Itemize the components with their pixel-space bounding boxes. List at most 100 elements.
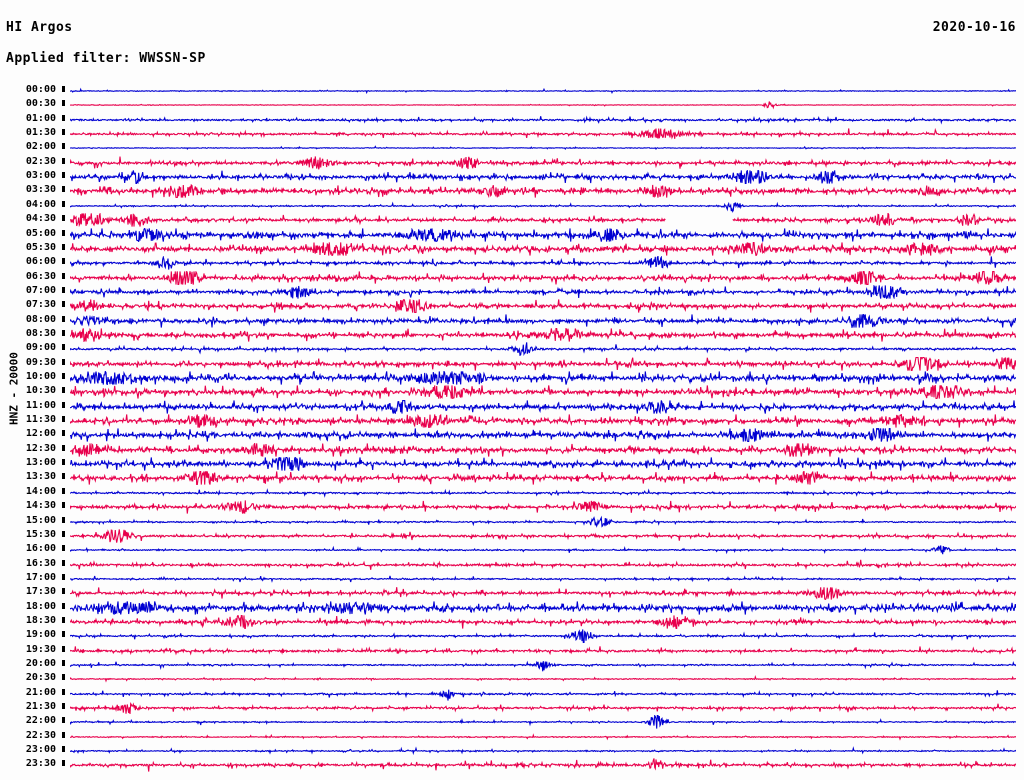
trace-waveform (70, 170, 1016, 185)
trace-row: 15:00 (0, 515, 1024, 529)
trace-row-tick (62, 616, 65, 623)
trace-row: 08:00 (0, 313, 1024, 328)
trace-waveform (70, 356, 1016, 371)
helicorder-plot: 00:00 00:30 01:00 01:30 02:00 02:30 03:00 03:30… (0, 84, 1024, 774)
trace-row: 01:30 (0, 127, 1024, 141)
trace-time-label: 18:30 (25, 614, 56, 626)
trace-time-label: 17:00 (25, 571, 56, 583)
trace-row: 01:00 (0, 113, 1024, 127)
trace-waveform (70, 660, 1016, 672)
trace-row-tick (62, 344, 65, 351)
trace-time-label: 16:00 (25, 543, 56, 555)
trace-row-tick (62, 717, 65, 724)
trace-row: 13:00 (0, 457, 1024, 472)
trace-time-label: 06:00 (25, 256, 56, 268)
trace-time-label: 09:00 (25, 342, 56, 354)
trace-row: 09:30 (0, 356, 1024, 371)
trace-row: 20:00 (0, 658, 1024, 672)
trace-waveform (70, 399, 1016, 414)
trace-time-label: 14:30 (25, 500, 56, 512)
trace-time-label: 09:30 (25, 356, 56, 368)
trace-waveform (70, 428, 1016, 443)
trace-time-label: 03:30 (25, 184, 56, 196)
trace-row: 11:00 (0, 399, 1024, 414)
trace-waveform (70, 559, 1016, 570)
trace-row-tick (62, 315, 65, 322)
trace-row: 22:30 (0, 730, 1024, 744)
trace-row-tick (62, 573, 65, 580)
trace-time-label: 11:30 (25, 414, 56, 426)
trace-waveform (70, 284, 1016, 299)
trace-waveform (70, 313, 1016, 328)
trace-row-tick (62, 688, 65, 695)
trace-row-tick (62, 387, 65, 394)
trace-row: 12:00 (0, 428, 1024, 443)
trace-row-tick (62, 645, 65, 652)
trace-row-tick (62, 674, 65, 681)
trace-row-tick (62, 559, 65, 566)
trace-waveform (70, 457, 1016, 472)
trace-waveform (70, 689, 1016, 701)
trace-waveform (70, 256, 1016, 270)
trace-row-tick (62, 760, 65, 767)
trace-time-label: 10:30 (25, 385, 56, 397)
trace-waveform (70, 715, 1016, 730)
trace-row-tick (62, 444, 65, 451)
trace-row-tick (62, 416, 65, 423)
trace-row: 10:30 (0, 385, 1024, 400)
trace-row: 04:00 (0, 199, 1024, 213)
trace-waveform (70, 746, 1016, 756)
trace-row: 15:30 (0, 529, 1024, 543)
trace-row: 18:00 (0, 601, 1024, 615)
trace-row-tick (62, 286, 65, 293)
trace-row-tick (62, 157, 65, 164)
trace-row: 04:30 (0, 213, 1024, 228)
trace-waveform (70, 701, 1016, 715)
trace-row: 19:30 (0, 644, 1024, 658)
trace-waveform (70, 575, 1016, 583)
trace-row: 11:30 (0, 414, 1024, 429)
trace-time-label: 15:00 (25, 514, 56, 526)
trace-row: 00:30 (0, 98, 1024, 112)
trace-row-tick (62, 329, 65, 336)
trace-waveform (70, 371, 1016, 385)
trace-row: 21:00 (0, 687, 1024, 701)
trace-row-tick (62, 129, 65, 136)
trace-row: 06:30 (0, 270, 1024, 285)
trace-row: 07:30 (0, 299, 1024, 314)
trace-time-label: 13:30 (25, 471, 56, 483)
trace-row: 03:30 (0, 184, 1024, 199)
trace-row-tick (62, 143, 65, 150)
trace-row-tick (62, 545, 65, 552)
trace-row: 18:30 (0, 614, 1024, 629)
trace-row: 13:30 (0, 471, 1024, 486)
trace-waveform (70, 342, 1016, 357)
trace-row: 19:00 (0, 629, 1024, 644)
trace-time-label: 10:00 (25, 371, 56, 382)
trace-row-tick (62, 272, 65, 279)
record-date: 2020-10-16 (932, 20, 1016, 35)
trace-time-label: 13:00 (25, 457, 56, 469)
trace-time-label: 12:30 (25, 442, 56, 454)
trace-row-tick (62, 373, 65, 379)
trace-row-tick (62, 430, 65, 437)
trace-time-label: 14:00 (25, 485, 56, 497)
trace-time-label: 05:30 (25, 241, 56, 253)
trace-waveform (70, 115, 1016, 125)
trace-time-label: 00:30 (25, 98, 56, 110)
trace-waveform (70, 675, 1016, 684)
trace-time-label: 08:00 (25, 313, 56, 325)
trace-time-label: 07:30 (25, 299, 56, 311)
trace-time-label: 07:00 (25, 284, 56, 296)
trace-waveform (70, 101, 1016, 110)
trace-time-label: 15:30 (25, 528, 56, 540)
trace-row-tick (62, 746, 65, 753)
trace-row: 16:30 (0, 558, 1024, 572)
trace-waveform (70, 733, 1016, 741)
trace-row: 16:00 (0, 543, 1024, 557)
trace-time-label: 00:00 (25, 84, 56, 95)
trace-row: 12:30 (0, 442, 1024, 457)
trace-waveform (70, 515, 1016, 528)
trace-row-tick (62, 516, 65, 523)
trace-row-tick (62, 100, 65, 107)
